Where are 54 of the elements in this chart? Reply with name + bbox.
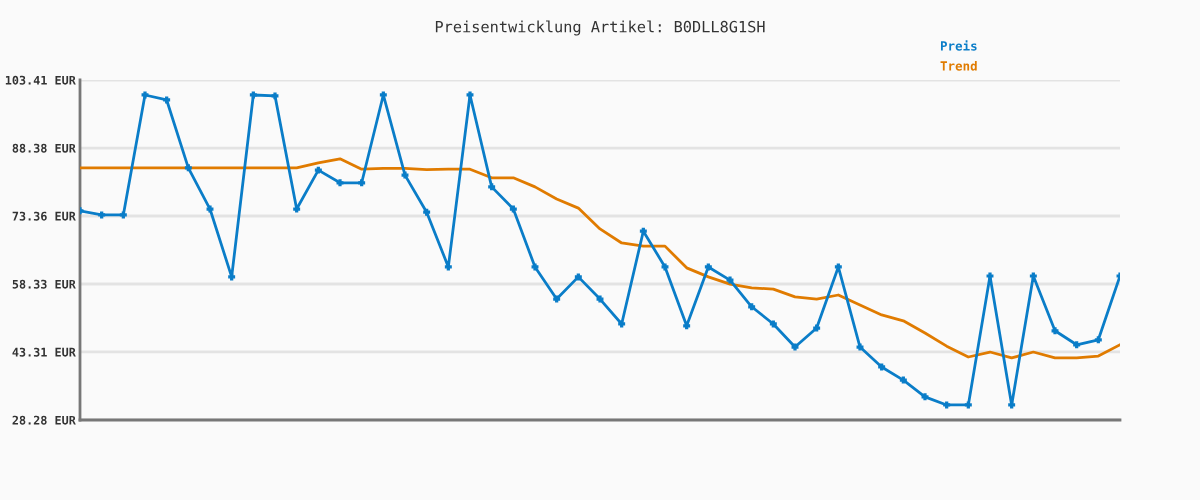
point [1073, 341, 1081, 349]
point [553, 295, 561, 303]
point [184, 164, 192, 172]
point [271, 92, 279, 100]
point [813, 324, 821, 332]
point [228, 273, 236, 281]
point [748, 303, 756, 311]
point [964, 401, 972, 409]
y-tick-label: 43.31 EUR [12, 347, 76, 357]
y-tick-label: 58.33 EUR [12, 279, 76, 289]
point [791, 343, 799, 351]
point [704, 263, 712, 271]
point [206, 205, 214, 213]
point [509, 205, 517, 213]
point [899, 376, 907, 384]
point [401, 171, 409, 179]
point [98, 211, 106, 219]
point [119, 211, 127, 219]
point [639, 227, 647, 235]
y-tick-label: 28.28 EUR [12, 415, 76, 425]
point [163, 96, 171, 104]
y-tick-label: 103.41 EUR [5, 75, 76, 85]
y-tick-label: 88.38 EUR [12, 143, 76, 153]
point [726, 276, 734, 284]
point [141, 91, 149, 99]
point [1029, 272, 1037, 280]
point [488, 183, 496, 191]
point [986, 272, 994, 280]
point [336, 179, 344, 187]
point [769, 320, 777, 328]
point [943, 401, 951, 409]
point [1094, 336, 1102, 344]
point [856, 343, 864, 351]
point [531, 263, 539, 271]
point [878, 363, 886, 371]
y-tick-label: 73.36 EUR [12, 211, 76, 221]
point [466, 91, 474, 99]
line-series [80, 91, 1120, 409]
text: Trend [940, 60, 977, 71]
point [423, 208, 431, 216]
line-series [80, 157, 1120, 360]
point [379, 91, 387, 99]
chart-title: Preisentwicklung Artikel: B0DLL8G1SH [435, 20, 765, 36]
point [574, 273, 582, 281]
point [661, 263, 669, 271]
point [618, 320, 626, 328]
point [314, 166, 322, 174]
text: Preis [940, 40, 977, 51]
point [249, 91, 257, 99]
point [1008, 401, 1016, 409]
point [1051, 327, 1059, 335]
point [358, 179, 366, 187]
point [921, 393, 929, 401]
point [596, 295, 604, 303]
